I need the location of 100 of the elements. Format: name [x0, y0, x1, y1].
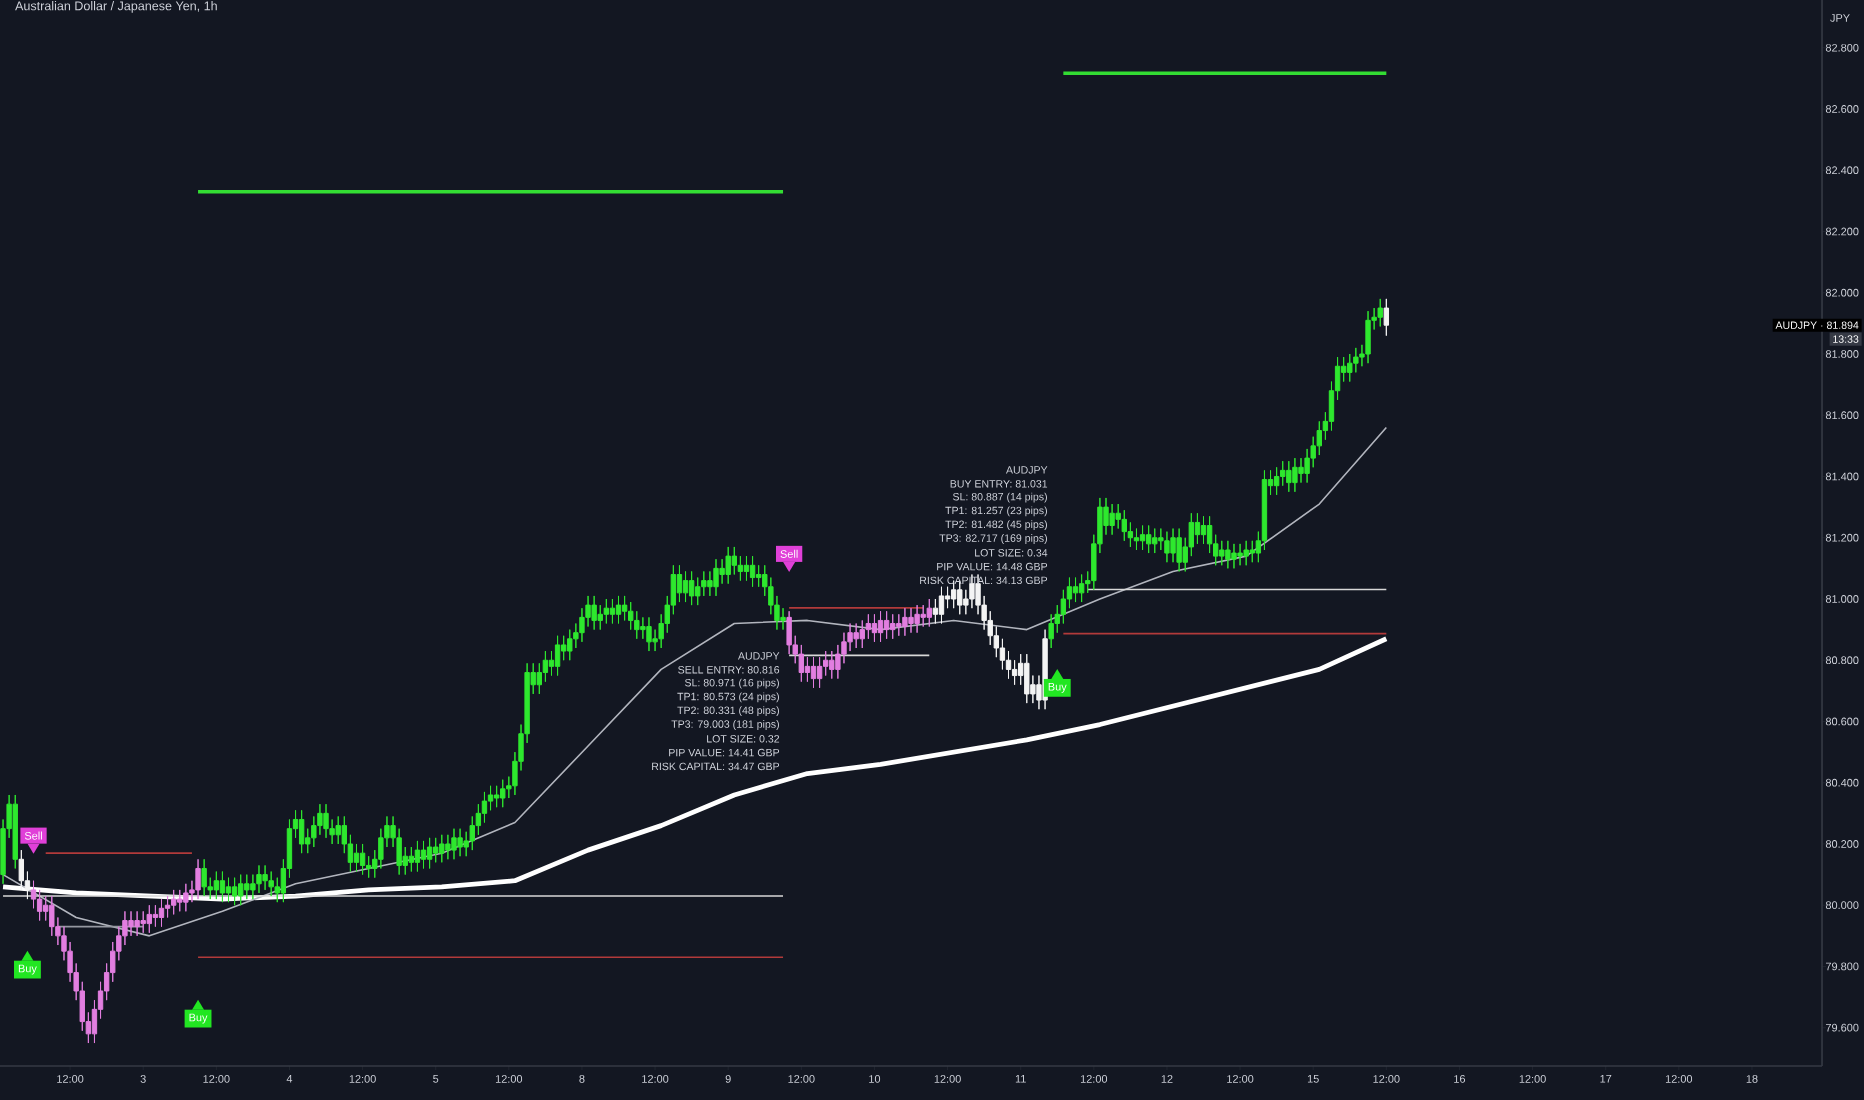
candlestick — [1298, 457, 1304, 484]
candlestick — [451, 828, 457, 860]
candlestick — [128, 910, 134, 937]
candlestick — [786, 610, 792, 655]
candlestick — [1286, 460, 1292, 493]
candlestick — [713, 558, 719, 597]
candlestick — [1139, 524, 1146, 551]
candlestick — [1072, 577, 1079, 603]
candlestick — [335, 815, 341, 845]
candlestick — [18, 849, 25, 891]
candlestick — [268, 871, 274, 897]
candlestick — [798, 644, 805, 683]
candlestick — [938, 586, 945, 624]
candlestick — [244, 874, 250, 900]
candlestick — [628, 601, 634, 631]
candlestick — [49, 895, 55, 937]
candlestick — [871, 613, 878, 643]
candlestick — [688, 570, 695, 606]
candlestick — [597, 604, 603, 631]
candlestick — [1176, 528, 1182, 572]
candlestick — [420, 840, 427, 869]
candlestick — [1365, 310, 1371, 364]
candlestick — [219, 871, 226, 903]
candlestick — [810, 656, 817, 689]
candlestick — [865, 613, 872, 640]
candlestick — [1078, 573, 1085, 603]
candlestick — [1347, 353, 1353, 383]
candlestick — [158, 898, 165, 928]
candlestick — [859, 619, 865, 649]
candlestick — [890, 613, 896, 640]
candlestick — [554, 635, 561, 677]
candlestick — [737, 555, 744, 582]
candlestick — [816, 656, 823, 689]
candlestick — [36, 889, 43, 922]
candlestick — [1121, 509, 1127, 542]
candlestick — [1024, 653, 1030, 704]
candlestick — [926, 598, 932, 628]
candlestick — [262, 864, 268, 891]
candlestick — [1237, 543, 1243, 566]
candlestick — [853, 622, 859, 649]
candlestick — [1164, 531, 1170, 563]
candlestick — [1152, 528, 1158, 554]
candlestick — [323, 803, 329, 839]
candlestick — [914, 604, 920, 634]
candlestick — [1048, 613, 1054, 649]
candlestick — [414, 840, 421, 873]
candlestick — [908, 607, 914, 634]
candlestick — [646, 616, 652, 652]
candlestick — [359, 843, 366, 876]
candlestick — [170, 889, 177, 915]
candlestick — [877, 610, 884, 643]
candlestick — [1280, 460, 1286, 487]
candlestick — [749, 555, 756, 588]
candlestick — [408, 846, 415, 873]
candlestick — [493, 785, 500, 808]
candlestick — [231, 877, 238, 906]
candlestick — [603, 598, 610, 624]
point — [1051, 668, 1064, 679]
candlestick — [743, 555, 750, 582]
candlestick — [634, 610, 640, 640]
candlestick — [445, 834, 451, 860]
candlestick — [457, 828, 463, 857]
candlestick — [1109, 503, 1115, 536]
candlestick — [1231, 543, 1237, 569]
candlestick — [1200, 515, 1207, 545]
candlestick — [1225, 540, 1231, 569]
candlestick — [920, 604, 926, 628]
candlestick — [146, 904, 152, 934]
candlestick — [725, 546, 731, 585]
candlestick — [433, 837, 439, 863]
candlestick — [201, 858, 207, 897]
candlestick — [238, 874, 244, 906]
candlestick — [256, 864, 262, 894]
candlestick — [591, 595, 597, 631]
candlestick — [134, 910, 140, 937]
candlestick — [439, 834, 445, 863]
candlestick — [682, 570, 689, 603]
candlestick — [1243, 540, 1249, 566]
candlestick — [567, 629, 573, 661]
candlestick — [1249, 540, 1255, 563]
candlestick — [615, 595, 622, 624]
candlestick — [183, 883, 189, 912]
candlestick — [177, 889, 183, 912]
candlestick — [1170, 528, 1176, 563]
candlestick — [695, 577, 701, 606]
candlestick — [829, 650, 835, 680]
candlestick — [195, 858, 201, 900]
candlestick — [1145, 524, 1152, 554]
candlestick — [755, 564, 762, 588]
candlestick — [1011, 659, 1018, 686]
candlestick — [12, 794, 18, 869]
candlestick — [902, 607, 908, 637]
candlestick — [1273, 466, 1280, 496]
point — [21, 950, 34, 961]
candlestick — [1377, 298, 1383, 327]
candlestick — [1133, 528, 1140, 551]
candlestick — [500, 779, 506, 808]
candlestick — [152, 904, 159, 928]
point — [783, 561, 796, 572]
candlestick — [957, 580, 963, 615]
